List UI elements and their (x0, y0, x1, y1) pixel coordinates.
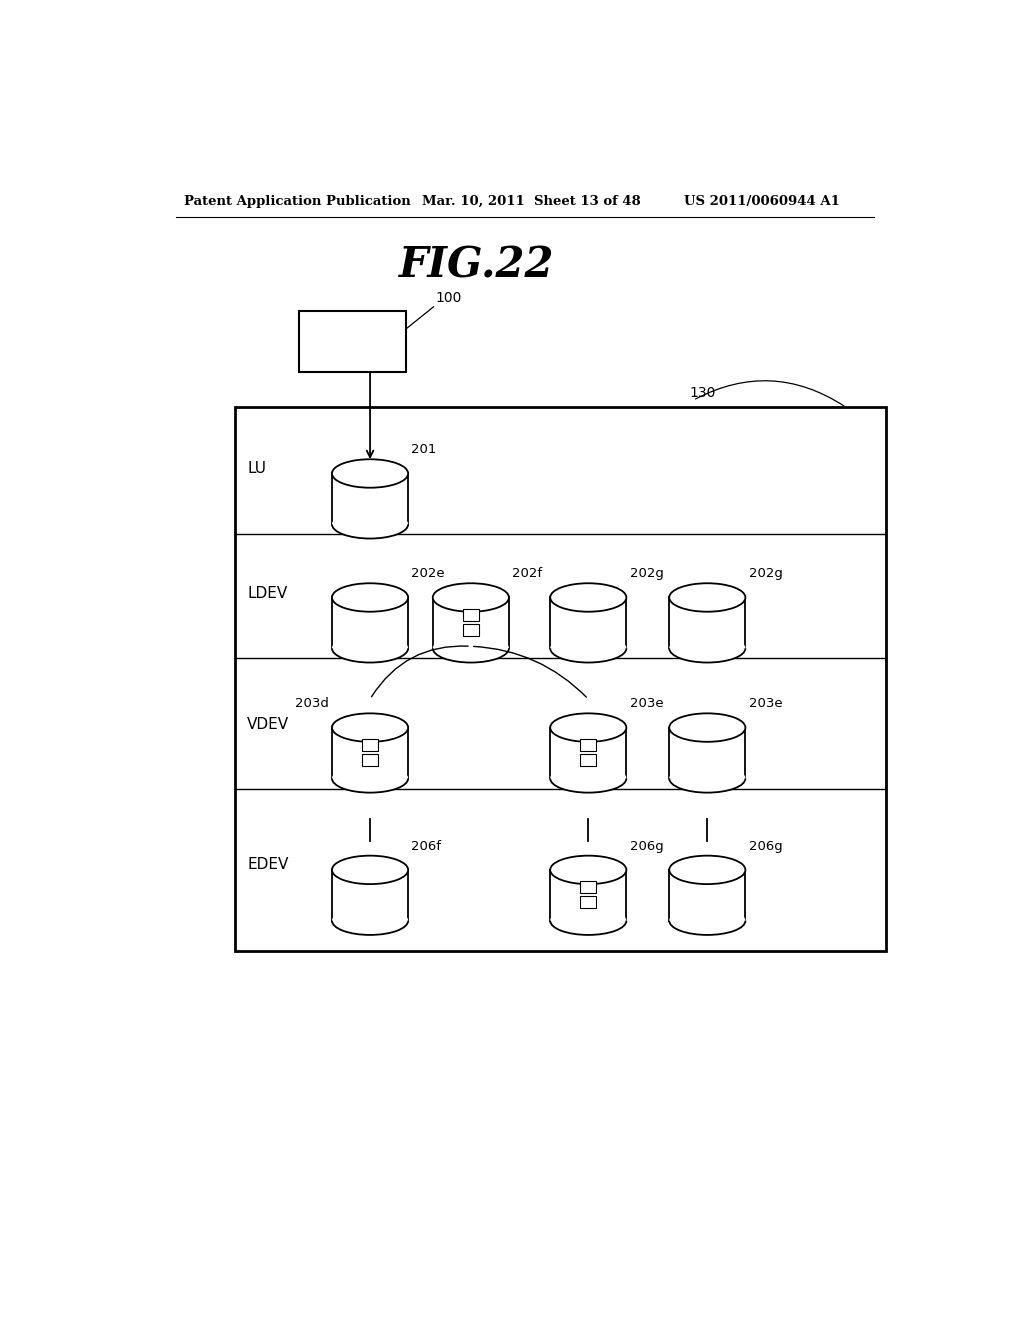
Bar (362, 739, 378, 751)
Text: FIG.22: FIG.22 (399, 244, 555, 286)
Text: 203e: 203e (630, 697, 664, 710)
Bar (332, 598, 409, 648)
Bar (332, 727, 409, 779)
Ellipse shape (332, 713, 409, 742)
Ellipse shape (670, 634, 745, 663)
Ellipse shape (670, 713, 745, 742)
Bar (581, 739, 596, 751)
Text: 201: 201 (412, 444, 436, 457)
Text: Patent Application Publication: Patent Application Publication (183, 194, 411, 207)
Text: 202g: 202g (749, 568, 782, 581)
Ellipse shape (332, 459, 409, 487)
Bar (581, 896, 596, 908)
Ellipse shape (550, 907, 627, 935)
Ellipse shape (550, 764, 627, 792)
Ellipse shape (433, 634, 509, 663)
Text: 202f: 202f (512, 568, 543, 581)
Text: 203e: 203e (749, 697, 782, 710)
Text: 206g: 206g (630, 840, 664, 853)
Ellipse shape (670, 855, 745, 884)
Text: 206g: 206g (749, 840, 782, 853)
Bar (433, 598, 509, 648)
Bar (236, 408, 886, 952)
Text: VDEV: VDEV (247, 717, 289, 733)
Bar (581, 754, 596, 766)
Text: LU: LU (247, 461, 266, 477)
Ellipse shape (332, 634, 409, 663)
Ellipse shape (332, 510, 409, 539)
Text: 206f: 206f (412, 840, 441, 853)
Bar (550, 598, 627, 648)
Ellipse shape (670, 907, 745, 935)
Ellipse shape (670, 583, 745, 611)
Ellipse shape (670, 764, 745, 792)
Bar (332, 474, 409, 524)
Text: 130: 130 (690, 387, 716, 400)
Text: 202e: 202e (412, 568, 445, 581)
Bar (463, 609, 479, 620)
Text: US 2011/0060944 A1: US 2011/0060944 A1 (684, 194, 840, 207)
Bar (581, 882, 596, 894)
FancyArrowPatch shape (372, 645, 468, 697)
Bar (299, 312, 406, 372)
Ellipse shape (550, 634, 627, 663)
Ellipse shape (550, 713, 627, 742)
Ellipse shape (433, 583, 509, 611)
Bar (550, 727, 627, 779)
Text: LDEV: LDEV (247, 586, 288, 601)
Text: 100: 100 (436, 290, 462, 305)
Ellipse shape (332, 907, 409, 935)
Bar (670, 870, 745, 921)
Text: HOST
COMPUTER: HOST COMPUTER (313, 327, 391, 355)
Ellipse shape (550, 855, 627, 884)
Text: Mar. 10, 2011  Sheet 13 of 48: Mar. 10, 2011 Sheet 13 of 48 (422, 194, 640, 207)
Text: 202g: 202g (630, 568, 664, 581)
Text: 203d: 203d (295, 697, 329, 710)
Bar (550, 870, 627, 921)
FancyArrowPatch shape (695, 380, 844, 405)
Bar (670, 727, 745, 779)
Bar (670, 598, 745, 648)
Ellipse shape (332, 583, 409, 611)
Bar (332, 870, 409, 921)
Ellipse shape (332, 855, 409, 884)
Ellipse shape (550, 583, 627, 611)
FancyArrowPatch shape (474, 647, 587, 697)
Text: EDEV: EDEV (247, 857, 289, 873)
Bar (362, 754, 378, 766)
Bar (463, 623, 479, 636)
Ellipse shape (332, 764, 409, 792)
